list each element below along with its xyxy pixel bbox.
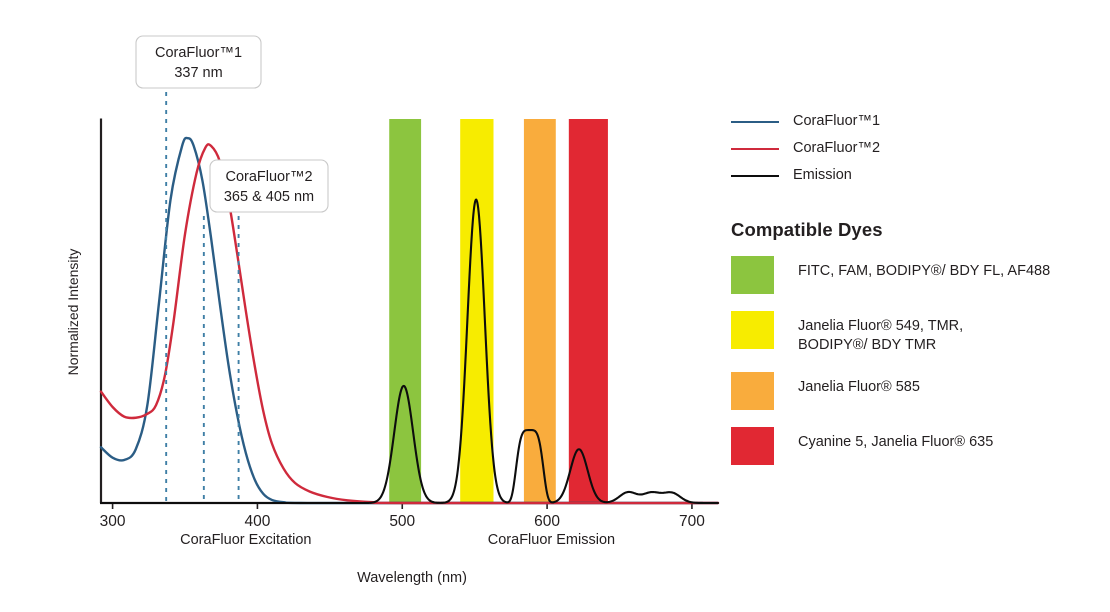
- curve-corafluor2: [99, 143, 720, 505]
- dye-orange-row: Janelia Fluor® 585: [731, 372, 1091, 411]
- legend-panel: CoraFluor™1 CoraFluor™2 Emission Compatibl…: [731, 108, 1091, 482]
- dye-green-label: FITC, FAM, BODIPY®/ BDY FL, AF488: [798, 263, 1051, 279]
- legend-corafluor1-label: CoraFluor™1: [793, 112, 881, 129]
- corafluor1-callout-line1: CoraFluor™1: [155, 45, 242, 61]
- dye-yellow-label: Janelia Fluor® 549, TMR, BODIPY®/ BDY TM…: [798, 318, 964, 354]
- dye-band-group: [389, 119, 608, 503]
- dye-orange-label: Janelia Fluor® 585: [798, 379, 920, 396]
- red-band: [568, 119, 608, 503]
- dye-yellow-swatch: [731, 311, 774, 349]
- yellow-band: [460, 119, 494, 503]
- legend-corafluor2-label: CoraFluor™2: [793, 139, 881, 156]
- x-tick-label: 600: [534, 513, 560, 530]
- corafluor1-callout: CoraFluor™1 337 nm: [135, 35, 262, 89]
- region-label-emission: CoraFluor Emission: [488, 532, 615, 548]
- excitation-marker-lines: [165, 92, 240, 503]
- curves-group: [99, 136, 720, 505]
- region-label-excitation: CoraFluor Excitation: [180, 532, 311, 548]
- x-tick-label: 500: [389, 513, 415, 530]
- legend-emission: Emission: [731, 162, 1091, 189]
- corafluor2-callout: CoraFluor™2 365 & 405 nm: [209, 159, 329, 213]
- y-axis-title: Normalized Intensity: [65, 249, 81, 376]
- legend-corafluor1: CoraFluor™1: [731, 108, 1091, 135]
- curve-emission: [99, 198, 720, 505]
- x-tick-label: 300: [100, 513, 126, 530]
- series-legend: CoraFluor™1 CoraFluor™2 Emission: [731, 108, 1091, 189]
- dye-red-swatch: [731, 427, 774, 466]
- legend-corafluor1-line-icon: [731, 120, 779, 123]
- dye-red-label: Cyanine 5, Janelia Fluor® 635: [798, 434, 994, 451]
- compatible-dyes-title: Compatible Dyes: [731, 219, 883, 240]
- green-band: [389, 119, 422, 503]
- compatible-dyes-list: FITC, FAM, BODIPY®/ BDY FL, AF488 Janelia…: [731, 256, 1091, 466]
- dye-green-row: FITC, FAM, BODIPY®/ BDY FL, AF488: [731, 256, 1091, 294]
- legend-emission-label: Emission: [793, 166, 852, 183]
- x-tick-label: 400: [244, 513, 270, 530]
- axis-labels-group: CoraFluor Excitation CoraFluor Emission Wa…: [65, 249, 615, 586]
- dye-green-swatch: [731, 256, 774, 294]
- callouts-group: CoraFluor™1 337 nm CoraFluor™2 365 & 405 nm: [135, 35, 329, 213]
- dye-red-row: Cyanine 5, Janelia Fluor® 635: [731, 427, 1091, 466]
- corafluor2-callout-line2: 365 & 405 nm: [224, 189, 314, 205]
- dye-orange-swatch: [731, 372, 774, 411]
- corafluor1-callout-line2: 337 nm: [174, 65, 222, 81]
- corafluor2-callout-line1: CoraFluor™2: [225, 169, 312, 185]
- dye-yellow-row: Janelia Fluor® 549, TMR, BODIPY®/ BDY TM…: [731, 311, 1091, 355]
- legend-emission-line-icon: [731, 174, 779, 177]
- legend-corafluor2: CoraFluor™2: [731, 135, 1091, 162]
- x-tick-label: 700: [679, 513, 705, 530]
- legend-corafluor2-line-icon: [731, 147, 779, 150]
- x-axis-title: Wavelength (nm): [357, 570, 467, 586]
